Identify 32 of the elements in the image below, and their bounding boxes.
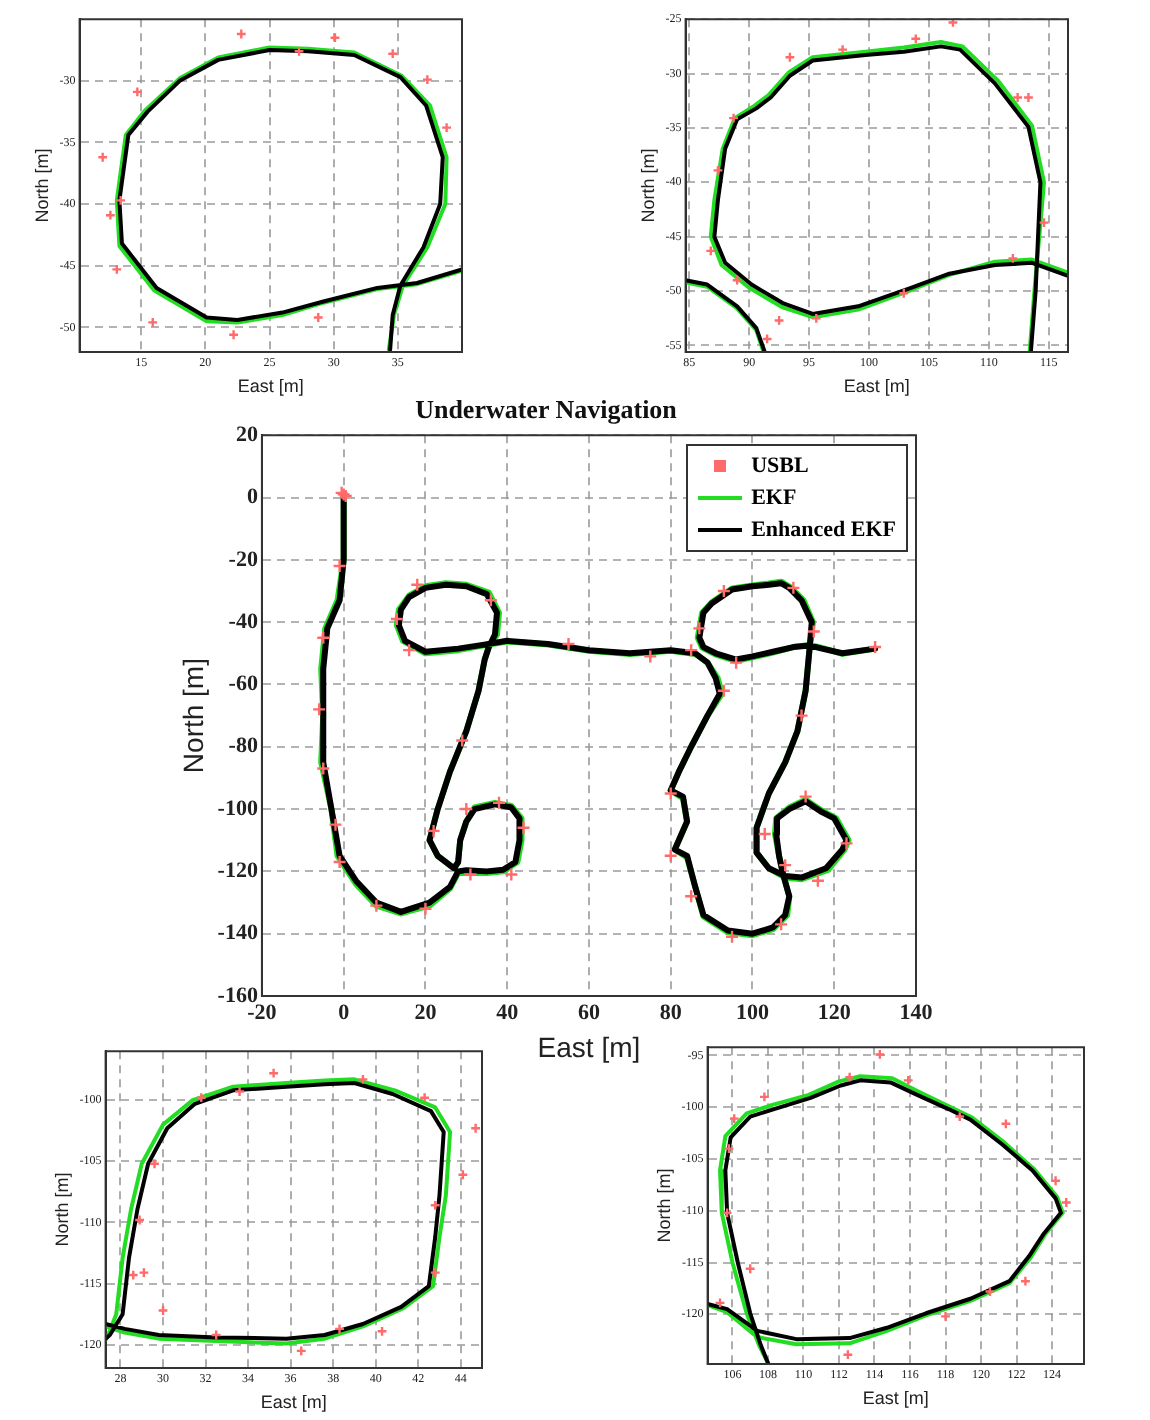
x-axis-title: East [m] [862,1388,929,1409]
y-axis-title: North [m] [176,658,209,774]
y-tick-label: -20 [228,547,259,572]
y-tick-label: -140 [217,921,259,946]
y-tick-label: 0 [246,485,259,510]
x-tick-label: 20 [414,1000,438,1025]
y-tick-label: -100 [217,796,259,821]
x-tick-label: 100 [735,1000,770,1025]
legend-label: EKF [751,485,797,510]
x-axis-title: East [m] [237,376,304,397]
y-axis-title: North [m] [637,148,658,223]
y-axis-title: North [m] [51,1172,72,1247]
y-tick-label: -40 [228,609,259,634]
x-tick-label: 40 [496,1000,520,1025]
x-tick-label: 60 [577,1000,601,1025]
y-tick-label: -60 [228,672,259,697]
x-axis-title: East [m] [260,1392,327,1413]
legend-label: Enhanced EKF [751,517,896,542]
y-axis-title: North [m] [31,148,52,223]
x-axis-title: East [m] [537,1030,641,1063]
x-axis-title: East [m] [843,376,910,397]
y-tick-label: -160 [217,983,259,1008]
x-tick-label: 140 [899,1000,934,1025]
chart-title: Underwater Navigation [415,394,679,425]
y-tick-label: -80 [228,734,259,759]
x-tick-label: 120 [817,1000,852,1025]
legend-label: USBL [751,453,809,478]
x-tick-label: 80 [659,1000,683,1025]
y-axis-title: North [m] [653,1168,674,1243]
x-tick-label: 0 [338,1000,351,1025]
y-tick-label: 20 [235,422,259,447]
y-tick-label: -120 [217,859,259,884]
